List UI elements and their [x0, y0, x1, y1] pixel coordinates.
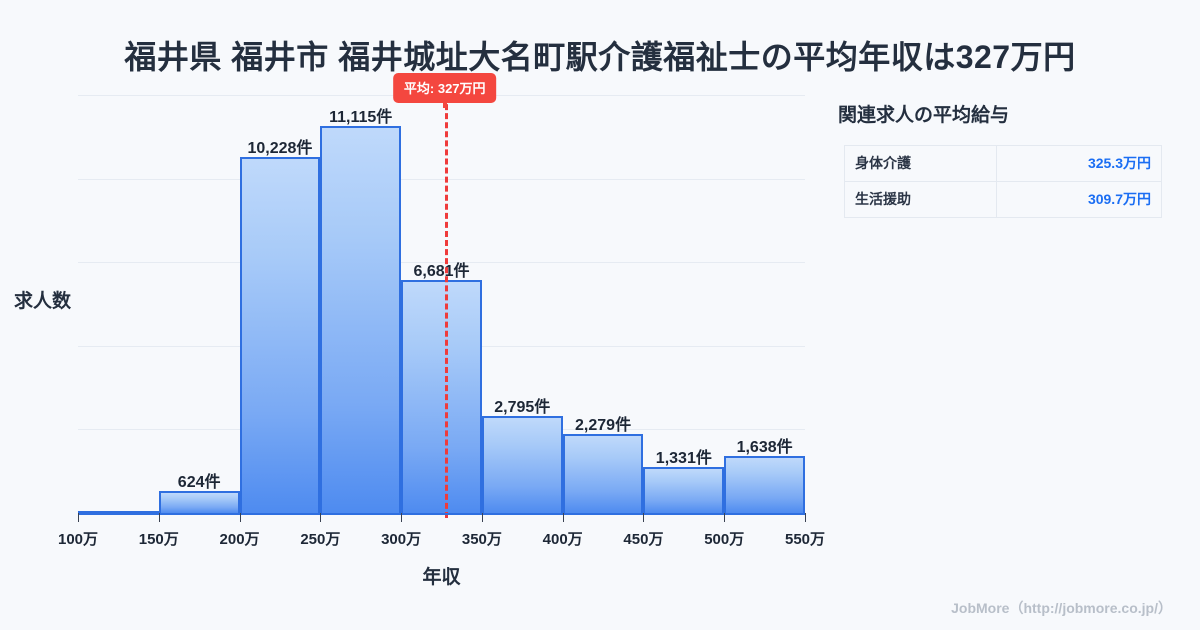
table-row: 身体介護 325.3万円 — [844, 145, 1163, 182]
x-tick-mark — [724, 513, 726, 522]
related-salary-panel: 関連求人の平均給与 身体介護 325.3万円 生活援助 309.7万円 — [838, 100, 1168, 218]
bar-value-label: 2,795件 — [494, 398, 551, 416]
y-axis-title: 求人数 — [14, 291, 72, 312]
x-tick-label: 250万 — [300, 531, 341, 548]
histogram-bar — [158, 491, 240, 513]
footer-credit: JobMore（http://jobmore.co.jp/） — [951, 600, 1172, 616]
x-axis-line — [78, 513, 805, 515]
x-tick-mark — [481, 513, 483, 522]
x-tick-mark — [805, 513, 806, 522]
histogram-bar — [481, 415, 563, 513]
x-tick-label: 450万 — [623, 531, 664, 548]
table-row: 生活援助 309.7万円 — [844, 181, 1163, 218]
x-axis-title: 年収 — [422, 567, 461, 588]
bar-value-label: 11,115件 — [329, 108, 393, 126]
bar-value-label: 624件 — [177, 474, 221, 492]
bar-value-label: 1,638件 — [736, 438, 793, 456]
histogram-bar — [401, 280, 482, 513]
x-tick-mark — [78, 513, 79, 522]
gridline — [78, 178, 805, 180]
bar-value-label: 1,331件 — [655, 449, 712, 467]
average-line — [444, 95, 448, 518]
x-tick-label: 100万 — [57, 531, 99, 548]
x-tick-mark — [320, 513, 322, 522]
x-tick-mark — [643, 513, 645, 522]
x-tick-label: 550万 — [784, 531, 826, 548]
related-salary-heading: 関連求人の平均給与 — [838, 105, 1010, 126]
related-job-salary: 309.7万円 — [995, 181, 1163, 218]
x-tick-mark — [239, 513, 241, 522]
related-job-name: 生活援助 — [844, 181, 997, 218]
histogram-bar — [320, 125, 402, 513]
bar-value-label: 2,279件 — [575, 416, 632, 434]
x-tick-label: 150万 — [138, 531, 179, 548]
x-tick-mark — [158, 513, 160, 522]
x-tick-label: 200万 — [219, 531, 260, 548]
histogram-bar — [78, 511, 159, 513]
histogram-bar — [724, 455, 805, 513]
bar-value-label: 6,681件 — [413, 263, 470, 281]
page-title: 福井県 福井市 福井城址大名町駅介護福祉士の平均年収は327万円 — [124, 39, 1076, 75]
histogram-bar — [239, 156, 321, 513]
plot-area: 624件 10,228件 11,115件 6,681件 2,795件 2,279件 1,33… — [78, 73, 805, 518]
x-tick-mark — [562, 513, 564, 522]
x-tick-label: 400万 — [542, 531, 583, 548]
x-tick-label: 300万 — [381, 531, 422, 548]
related-salary-table: 身体介護 325.3万円 生活援助 309.7万円 — [844, 145, 1163, 218]
related-job-salary: 325.3万円 — [995, 145, 1163, 182]
histogram-bar — [562, 433, 644, 513]
x-tick-label: 350万 — [461, 531, 502, 548]
x-tick-mark — [401, 513, 403, 522]
histogram-bar — [643, 466, 725, 513]
gridline — [78, 262, 805, 264]
average-badge-stem — [442, 101, 447, 108]
bar-value-label: 10,228件 — [247, 139, 313, 157]
x-tick-label: 500万 — [704, 531, 745, 548]
related-job-name: 身体介護 — [844, 145, 997, 182]
average-badge: 平均: 327万円 — [392, 73, 497, 103]
chart-container: 求人数 624件 10,228件 11,115件 6,681件 2,795件 2,279件… — [0, 73, 830, 590]
